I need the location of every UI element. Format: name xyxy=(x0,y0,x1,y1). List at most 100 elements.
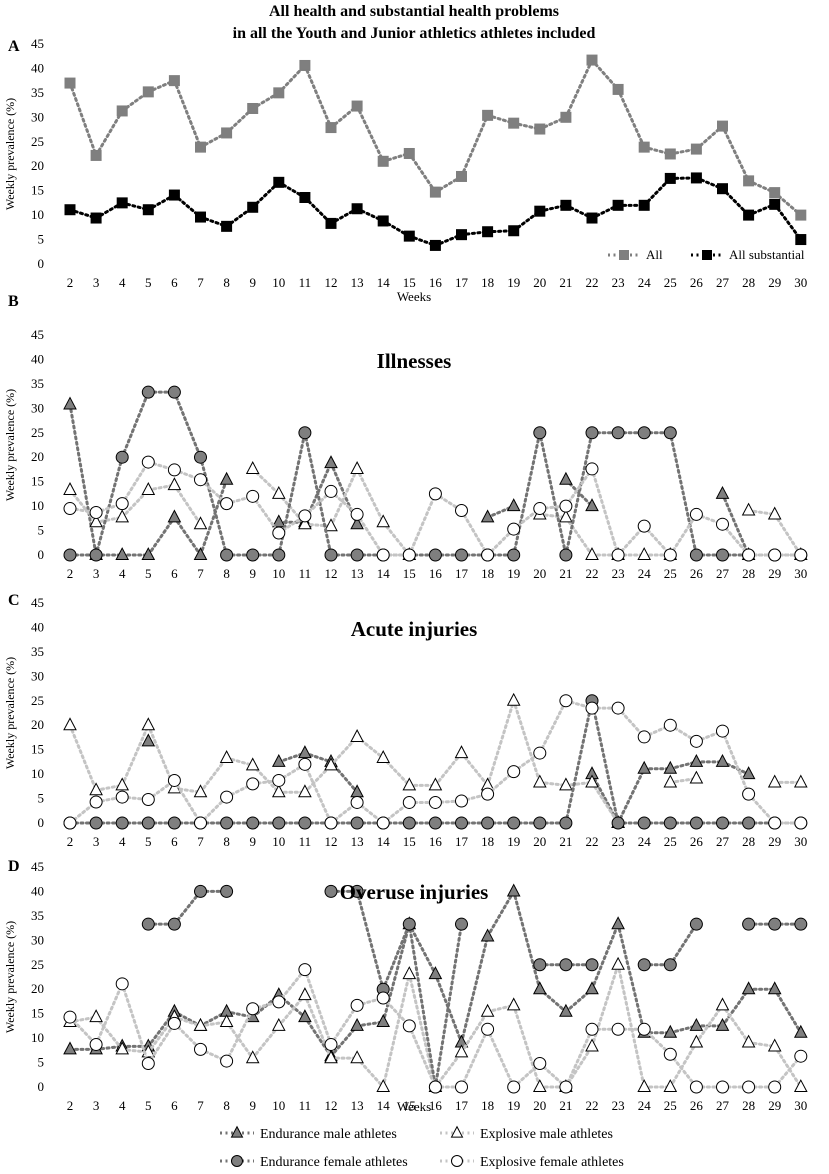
data-point xyxy=(324,1037,338,1051)
x-tick-label: 15 xyxy=(403,566,416,581)
data-point xyxy=(298,516,312,530)
series-line-segment xyxy=(172,889,202,926)
x-tick-label: 26 xyxy=(690,275,704,290)
x-tick-label: 7 xyxy=(197,566,204,581)
x-tick-label: 28 xyxy=(742,566,755,581)
data-point xyxy=(271,1017,286,1031)
series-line-segment xyxy=(564,515,594,557)
data-point xyxy=(193,547,208,561)
data-point xyxy=(245,461,260,474)
data-point xyxy=(402,1019,416,1033)
data-point xyxy=(89,1037,103,1051)
x-tick-label: 3 xyxy=(93,834,100,849)
x-axis-label: Weeks xyxy=(397,289,431,304)
y-tick-label: 40 xyxy=(31,619,44,634)
series-line-segment xyxy=(694,1003,724,1045)
x-tick-label: 9 xyxy=(249,275,256,290)
series-line-segment xyxy=(460,113,490,178)
series-line-segment xyxy=(355,512,385,557)
series-line-segment xyxy=(407,1024,437,1089)
series-line-segment xyxy=(199,455,229,557)
data-point xyxy=(221,127,233,139)
y-tick-label: 25 xyxy=(31,957,44,972)
data-point xyxy=(795,234,807,246)
data-point xyxy=(299,59,311,71)
y-tick-label: 45 xyxy=(31,36,44,51)
y-tick-label: 25 xyxy=(31,425,44,440)
x-tick-label: 23 xyxy=(612,834,625,849)
x-tick-label: 24 xyxy=(638,1098,652,1113)
data-point xyxy=(376,991,390,1005)
data-point xyxy=(115,509,130,523)
y-tick-label: 0 xyxy=(38,815,45,830)
x-tick-label: 27 xyxy=(716,1098,730,1113)
data-point xyxy=(716,517,729,531)
data-point xyxy=(689,1034,704,1048)
x-tick-label: 17 xyxy=(455,275,469,290)
x-tick-label: 18 xyxy=(481,1098,494,1113)
data-point xyxy=(194,816,207,830)
data-point xyxy=(793,1079,808,1093)
data-point xyxy=(481,548,495,562)
x-tick-label: 9 xyxy=(249,1098,256,1113)
data-point xyxy=(663,816,677,830)
x-tick-label: 21 xyxy=(559,566,572,581)
data-point xyxy=(585,547,599,561)
data-point xyxy=(350,795,364,809)
x-tick-label: 17 xyxy=(455,834,469,849)
x-tick-label: 16 xyxy=(429,275,443,290)
x-tick-label: 30 xyxy=(794,1098,807,1113)
x-tick-label: 15 xyxy=(403,275,416,290)
y-tick-label: 25 xyxy=(31,693,44,708)
data-point xyxy=(533,746,547,760)
data-point xyxy=(272,995,286,1009)
x-tick-label: 12 xyxy=(325,1098,338,1113)
data-point xyxy=(559,958,573,972)
data-point xyxy=(273,87,285,99)
x-tick-label: 19 xyxy=(507,566,520,581)
data-point xyxy=(663,1024,678,1038)
data-point xyxy=(351,203,363,215)
series-line-segment xyxy=(460,1010,490,1054)
y-tick-label: 10 xyxy=(31,498,44,513)
data-point xyxy=(350,1017,364,1031)
x-tick-label: 21 xyxy=(559,275,572,290)
series-line-segment xyxy=(721,492,751,557)
series-line-segment xyxy=(172,79,202,149)
data-point xyxy=(376,514,391,528)
x-tick-label: 25 xyxy=(664,1098,677,1113)
data-point xyxy=(612,199,624,211)
series-line-segment xyxy=(590,699,620,825)
data-point xyxy=(768,816,782,830)
x-tick-label: 10 xyxy=(272,275,285,290)
data-point xyxy=(689,734,703,748)
data-point xyxy=(533,502,547,516)
data-point xyxy=(350,816,364,830)
legend-a: All All substantial xyxy=(608,247,805,262)
data-point xyxy=(455,794,468,808)
data-point xyxy=(506,498,521,512)
data-point xyxy=(533,816,547,830)
data-point xyxy=(271,784,286,798)
y-tick-label: 30 xyxy=(31,109,44,124)
panel-title: Overuse injuries xyxy=(340,880,489,904)
series-explosive-female-athletes xyxy=(63,963,808,1094)
series-line-segment xyxy=(303,968,333,1046)
series-line-segment xyxy=(538,699,568,755)
x-tick-label: 22 xyxy=(586,834,599,849)
data-point xyxy=(795,209,807,221)
data-point xyxy=(167,816,181,830)
series-line-segment xyxy=(407,922,437,976)
data-point xyxy=(298,963,312,977)
data-point xyxy=(741,1034,756,1048)
x-tick-label: 15 xyxy=(403,834,416,849)
x-tick-label: 30 xyxy=(794,566,807,581)
data-point xyxy=(559,471,573,485)
data-point xyxy=(742,548,756,562)
data-point xyxy=(741,502,756,516)
data-point xyxy=(559,499,573,513)
data-point xyxy=(219,471,234,485)
y-tick-label: 30 xyxy=(31,932,44,947)
data-point xyxy=(768,1080,782,1094)
